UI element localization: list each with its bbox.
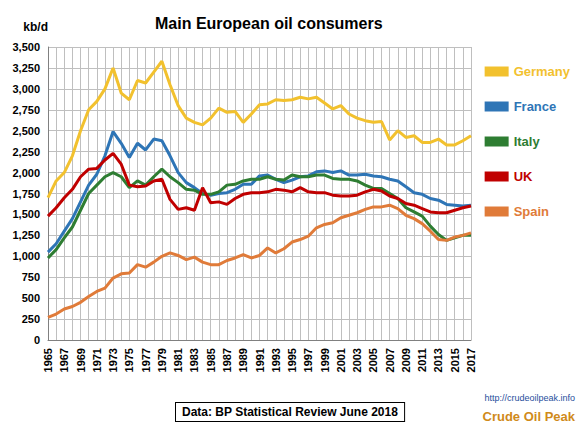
svg-text:2,750: 2,750 bbox=[12, 104, 40, 116]
svg-text:2015: 2015 bbox=[449, 348, 461, 372]
svg-text:1979: 1979 bbox=[156, 348, 168, 372]
svg-text:Italy: Italy bbox=[514, 134, 541, 149]
svg-text:1,750: 1,750 bbox=[12, 188, 40, 200]
svg-text:3,000: 3,000 bbox=[12, 83, 40, 95]
svg-text:1991: 1991 bbox=[254, 348, 266, 372]
svg-text:2017: 2017 bbox=[465, 348, 477, 372]
svg-text:1967: 1967 bbox=[58, 348, 70, 372]
svg-text:Spain: Spain bbox=[514, 204, 549, 219]
svg-text:1969: 1969 bbox=[75, 348, 87, 372]
svg-text:Crude Oil Peak: Crude Oil Peak bbox=[483, 409, 576, 424]
svg-text:2,000: 2,000 bbox=[12, 167, 40, 179]
svg-text:1989: 1989 bbox=[237, 348, 249, 372]
svg-text:http://crudeoilpeak.info: http://crudeoilpeak.info bbox=[484, 393, 575, 403]
svg-text:1987: 1987 bbox=[221, 348, 233, 372]
svg-text:1971: 1971 bbox=[91, 348, 103, 372]
svg-text:France: France bbox=[514, 99, 557, 114]
svg-text:2001: 2001 bbox=[335, 348, 347, 372]
svg-text:750: 750 bbox=[22, 271, 40, 283]
svg-text:1,500: 1,500 bbox=[12, 208, 40, 220]
svg-text:1983: 1983 bbox=[188, 348, 200, 372]
svg-text:2009: 2009 bbox=[400, 348, 412, 372]
svg-text:1985: 1985 bbox=[205, 348, 217, 372]
svg-text:kb/d: kb/d bbox=[23, 20, 48, 34]
svg-text:3,500: 3,500 bbox=[12, 41, 40, 53]
svg-text:Germany: Germany bbox=[514, 64, 571, 79]
svg-text:0: 0 bbox=[34, 334, 40, 346]
svg-text:2011: 2011 bbox=[416, 348, 428, 372]
svg-text:UK: UK bbox=[514, 169, 533, 184]
svg-text:2005: 2005 bbox=[367, 348, 379, 372]
svg-text:1977: 1977 bbox=[140, 348, 152, 372]
svg-text:Data: BP Statistical Review Ju: Data: BP Statistical Review June 2018 bbox=[182, 405, 398, 419]
svg-text:1993: 1993 bbox=[270, 348, 282, 372]
svg-text:3,250: 3,250 bbox=[12, 62, 40, 74]
svg-text:1,250: 1,250 bbox=[12, 229, 40, 241]
svg-text:1999: 1999 bbox=[319, 348, 331, 372]
svg-text:1,000: 1,000 bbox=[12, 250, 40, 262]
svg-text:1975: 1975 bbox=[123, 348, 135, 372]
svg-text:Main European oil consumers: Main European oil consumers bbox=[155, 15, 383, 32]
svg-text:2003: 2003 bbox=[351, 348, 363, 372]
svg-text:1965: 1965 bbox=[42, 348, 54, 372]
svg-text:1973: 1973 bbox=[107, 348, 119, 372]
svg-text:1981: 1981 bbox=[172, 348, 184, 372]
svg-text:2007: 2007 bbox=[384, 348, 396, 372]
svg-text:250: 250 bbox=[22, 313, 40, 325]
svg-text:2013: 2013 bbox=[432, 348, 444, 372]
svg-text:2,500: 2,500 bbox=[12, 125, 40, 137]
svg-text:2,250: 2,250 bbox=[12, 146, 40, 158]
svg-text:1995: 1995 bbox=[286, 348, 298, 372]
svg-text:500: 500 bbox=[22, 292, 40, 304]
svg-text:1997: 1997 bbox=[302, 348, 314, 372]
